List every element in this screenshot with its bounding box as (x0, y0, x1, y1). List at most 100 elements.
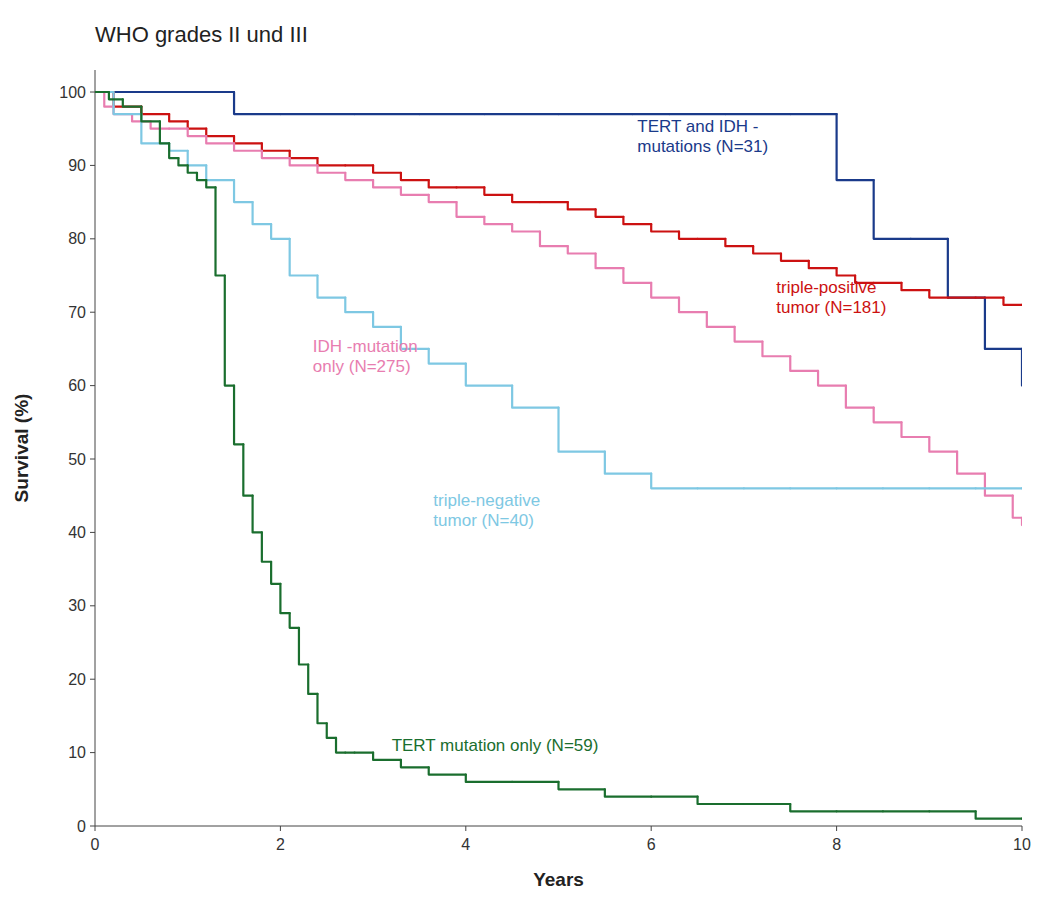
step-segment (837, 810, 883, 812)
y-tick (90, 92, 95, 93)
step-segment (568, 202, 596, 209)
step-segment (540, 231, 568, 246)
x-axis-label: Years (533, 869, 584, 890)
step-segment (429, 195, 457, 202)
step-segment (929, 437, 957, 452)
step-segment (317, 276, 345, 298)
annotation: TERT and IDH -mutations (N=31) (637, 117, 768, 156)
step-segment (206, 129, 234, 136)
survival-curve (95, 92, 1022, 819)
step-segment (929, 487, 975, 489)
step-segment (401, 173, 429, 180)
step-segment (280, 584, 289, 613)
step-segment (234, 143, 262, 150)
x-tick (95, 826, 96, 831)
step-segment (429, 180, 457, 187)
step-segment (206, 136, 234, 143)
step-segment (188, 121, 207, 128)
step-segment (698, 487, 744, 489)
step-segment (95, 91, 114, 93)
step-segment (809, 261, 837, 268)
step-segment (299, 628, 308, 665)
annotation: triple-negativetumor (N=40) (433, 491, 540, 530)
curves (95, 92, 1022, 819)
survival-curve (95, 92, 1022, 525)
step-segment (948, 239, 985, 298)
step-segment (197, 173, 206, 180)
annotation: TERT mutation only (N=59) (392, 736, 599, 755)
y-axis-line (95, 70, 96, 826)
step-segment (874, 282, 902, 284)
x-tick (280, 826, 281, 831)
step-segment (141, 91, 187, 93)
step-segment (169, 128, 188, 130)
step-segment (457, 186, 485, 188)
step-segment (484, 113, 558, 115)
step-segment (419, 113, 484, 115)
step-segment (1021, 518, 1022, 525)
step-segment (466, 364, 512, 386)
step-segment (373, 165, 401, 172)
x-tick-label: 0 (91, 836, 100, 853)
x-tick-label: 2 (276, 836, 285, 853)
step-segment (929, 810, 975, 812)
step-segment (336, 738, 345, 753)
step-segment (623, 217, 651, 224)
x-tick-label: 6 (647, 836, 656, 853)
y-tick (90, 385, 95, 386)
step-segment (929, 290, 948, 297)
step-segment (216, 187, 225, 275)
step-segment (596, 253, 624, 268)
y-tick-label: 80 (68, 230, 86, 247)
step-segment (169, 143, 188, 150)
step-segment (985, 474, 1013, 496)
step-segment (169, 143, 178, 158)
step-segment (401, 760, 429, 767)
step-segment (262, 532, 271, 561)
step-segment (373, 312, 401, 327)
x-tick (651, 826, 652, 831)
step-segment (271, 562, 280, 584)
step-segment (345, 164, 373, 166)
y-tick-label: 20 (68, 671, 86, 688)
step-segment (429, 767, 466, 774)
step-segment (188, 165, 197, 172)
y-tick-label: 30 (68, 597, 86, 614)
step-segment (178, 158, 187, 165)
step-segment (169, 114, 188, 121)
step-segment (651, 224, 679, 231)
step-segment (188, 91, 234, 93)
step-segment (109, 92, 123, 99)
step-segment (290, 239, 318, 276)
step-segment (559, 782, 605, 789)
y-tick-label: 100 (59, 84, 86, 101)
step-segment (670, 113, 726, 115)
step-segment (317, 165, 345, 172)
step-segment (762, 342, 790, 357)
y-tick (90, 826, 95, 827)
step-segment (355, 752, 374, 754)
step-segment (355, 113, 420, 115)
step-segment (790, 356, 818, 371)
step-segment (540, 201, 568, 203)
step-segment (651, 796, 697, 798)
y-tick-label: 0 (77, 818, 86, 835)
step-segment (123, 91, 142, 93)
step-segment (874, 180, 911, 239)
x-tick (1022, 826, 1023, 831)
step-segment (596, 209, 624, 216)
step-segment (234, 386, 243, 445)
step-segment (883, 487, 929, 489)
step-segment (95, 91, 109, 93)
step-segment (976, 811, 1022, 818)
step-segment (605, 789, 651, 796)
step-segment (790, 487, 836, 489)
y-tick (90, 532, 95, 533)
step-segment (512, 195, 540, 202)
y-tick-label: 60 (68, 377, 86, 394)
step-segment (985, 298, 1022, 349)
annotation: triple-positivetumor (N=181) (776, 278, 886, 317)
step-segment (262, 151, 290, 158)
step-segment (512, 781, 558, 783)
step-segment (95, 91, 114, 93)
